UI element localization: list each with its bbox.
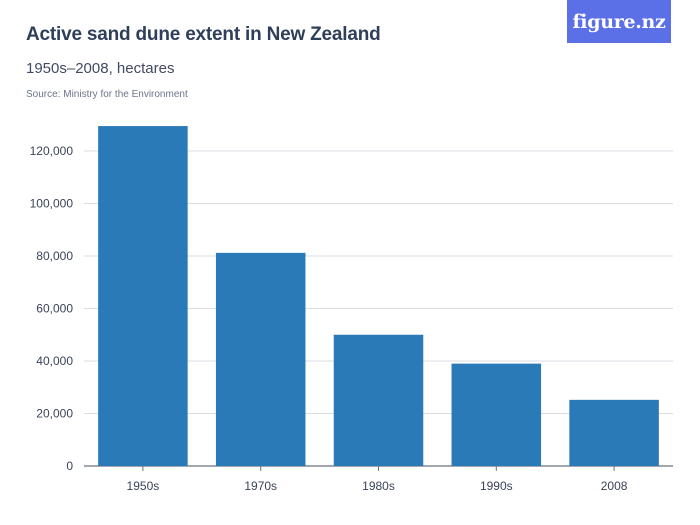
bars [98,126,659,466]
y-tick-label: 80,000 [36,249,73,263]
chart-subtitle: 1950s–2008, hectares [26,60,175,77]
y-tick-label: 40,000 [36,354,73,368]
bar-1990s[interactable] [451,363,542,466]
y-tick-label: 60,000 [36,302,73,316]
chart-title: Active sand dune extent in New Zealand [26,24,381,45]
bar-1980s[interactable] [333,334,424,466]
logo-text: figure.nz [572,10,666,33]
x-tick-label: 1970s [244,479,277,493]
y-axis-labels: 0 20,000 40,000 60,000 80,000 100,000 120,000 [30,144,74,473]
x-tick-label: 2008 [601,479,628,493]
x-tick-label: 1950s [127,479,160,493]
x-tick-label: 1980s [362,479,395,493]
chart-source: Source: Ministry for the Environment [26,89,188,100]
bar-1970s[interactable] [215,252,306,466]
bar-2008[interactable] [569,399,659,466]
x-axis-labels: 1950s 1970s 1980s 1990s 2008 [127,466,628,493]
bar-1950s[interactable] [98,126,188,466]
x-tick-label: 1990s [480,479,513,493]
y-tick-label: 100,000 [30,197,74,211]
y-tick-label: 120,000 [30,144,74,158]
y-tick-label: 0 [66,459,73,473]
y-tick-label: 20,000 [36,407,73,421]
figure-nz-logo[interactable]: figure.nz [567,0,671,43]
